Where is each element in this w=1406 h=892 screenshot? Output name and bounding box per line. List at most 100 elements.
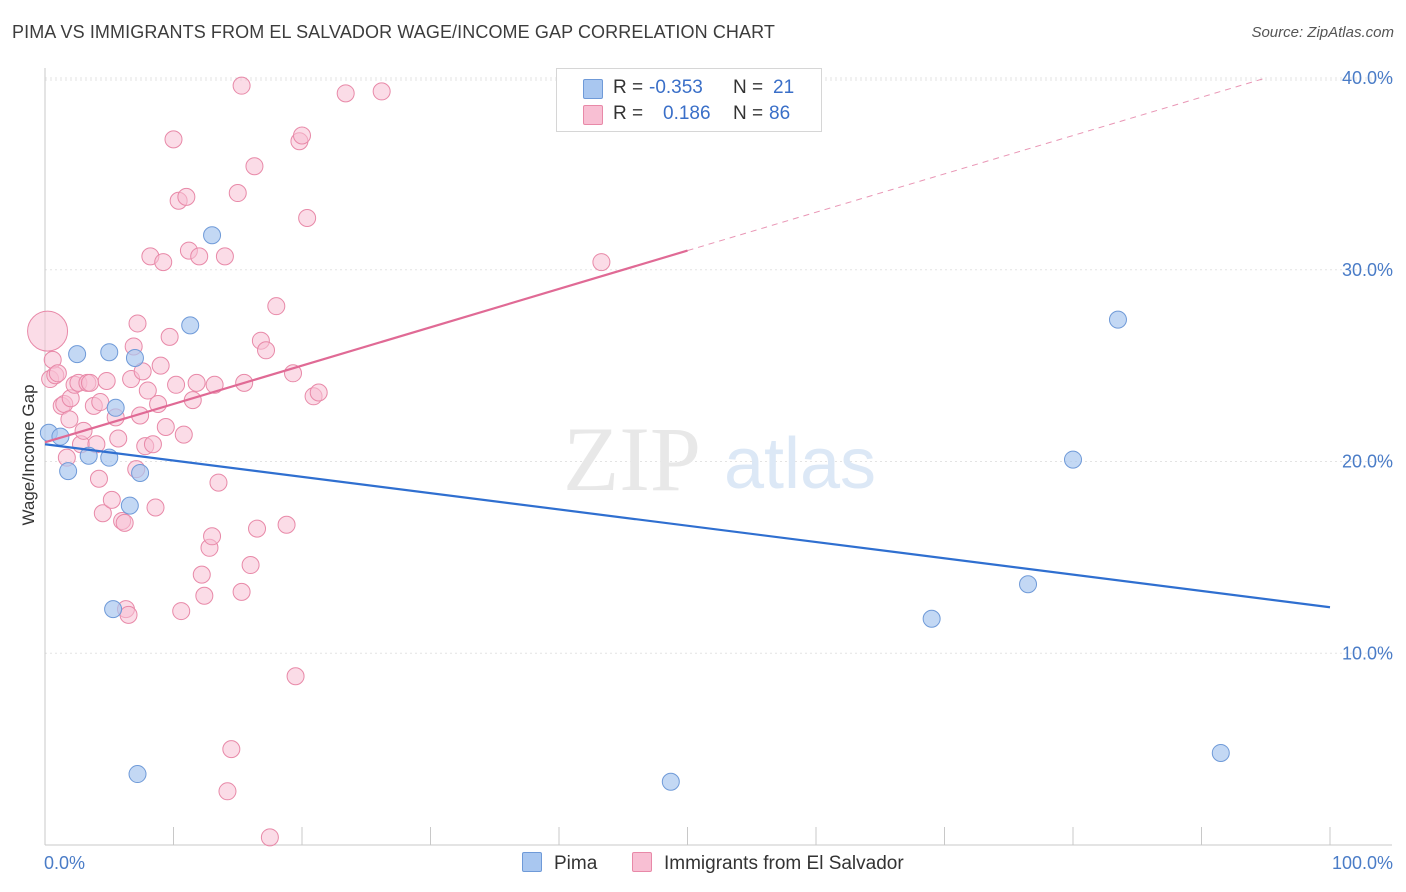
x-tick-label: 100.0% <box>1332 853 1393 873</box>
y-axis-label: Wage/Income Gap <box>19 384 38 525</box>
legend-n-value: 21 <box>773 77 795 98</box>
point-el-salvador <box>187 373 206 392</box>
axes <box>44 68 1392 846</box>
point-el-salvador <box>245 157 264 176</box>
point-el-salvador <box>248 519 267 538</box>
point-el-salvador <box>215 247 234 266</box>
bottom-legend-pima: Pima <box>522 852 597 875</box>
point-el-salvador <box>93 504 112 523</box>
bottom-legend-swatch-el-salvador <box>632 852 652 872</box>
point-pima <box>125 348 144 367</box>
point-el-salvador <box>97 371 116 390</box>
point-el-salvador <box>205 375 224 394</box>
point-pima <box>59 462 78 481</box>
point-el-salvador <box>164 130 183 149</box>
legend-r-value: -0.353 <box>649 77 703 98</box>
point-el-salvador <box>60 410 79 429</box>
legend-box: R = -0.353 N = 21 R = 0.186 N = 86 <box>556 68 822 132</box>
bottom-legend-label-pima: Pima <box>554 853 598 874</box>
point-pima <box>68 345 87 364</box>
point-el-salvador <box>195 586 214 605</box>
legend-swatch-pima <box>583 79 603 99</box>
point-el-salvador <box>203 527 222 546</box>
y-tick-label: 10.0% <box>1342 643 1393 663</box>
point-el-salvador <box>154 253 173 272</box>
source-label: Source: ZipAtlas.com <box>1251 24 1394 41</box>
point-el-salvador <box>80 373 99 392</box>
legend-r-label: R = <box>613 77 644 98</box>
point-el-salvador <box>89 469 108 488</box>
point-pima <box>181 316 200 335</box>
point-el-salvador <box>151 356 170 375</box>
trend-line-pima <box>44 443 1331 609</box>
point-el-salvador <box>102 490 121 509</box>
watermark-zip: ZIP <box>563 408 701 510</box>
point-el-salvador <box>309 383 328 402</box>
point-el-salvador <box>190 247 209 266</box>
point-el-salvador <box>298 208 317 227</box>
point-pima <box>100 343 119 362</box>
bottom-legend-el-salvador: Immigrants from El Salvador <box>632 852 904 875</box>
point-el-salvador <box>167 375 186 394</box>
legend-swatch-el-salvador <box>583 105 603 125</box>
point-el-salvador <box>232 582 251 601</box>
trend-line-el-salvador <box>44 249 688 444</box>
point-el-salvador <box>218 782 237 801</box>
trend-lines <box>44 77 1331 609</box>
point-el-salvador <box>372 82 391 101</box>
point-el-salvador <box>277 515 296 534</box>
point-el-salvador <box>115 513 134 532</box>
point-el-salvador <box>228 184 247 203</box>
watermark: ZIP atlas <box>563 408 876 510</box>
point-el-salvador <box>119 605 138 624</box>
point-el-salvador <box>222 740 241 759</box>
chart-title: PIMA VS IMMIGRANTS FROM EL SALVADOR WAGE… <box>12 22 776 42</box>
point-pima <box>922 609 941 628</box>
legend-n-label: N = <box>733 77 764 98</box>
point-pima <box>131 464 150 483</box>
y-tick-label: 20.0% <box>1342 452 1393 472</box>
point-el-salvador <box>260 828 279 847</box>
bottom-legend-label-el-salvador: Immigrants from El Salvador <box>664 853 904 874</box>
point-pima <box>106 398 125 417</box>
point-el-salvador <box>592 253 611 272</box>
point-el-salvador <box>27 310 69 352</box>
point-el-salvador <box>174 425 193 444</box>
x-tick-label: 0.0% <box>44 853 85 873</box>
point-pima <box>51 427 70 446</box>
point-el-salvador <box>138 381 157 400</box>
point-el-salvador <box>192 565 211 584</box>
y-tick-label: 40.0% <box>1342 68 1393 88</box>
point-pima <box>79 446 98 465</box>
point-pima <box>1108 310 1127 329</box>
point-el-salvador <box>172 602 191 621</box>
point-el-salvador <box>257 341 276 360</box>
series-pima <box>39 226 1230 791</box>
point-el-salvador <box>146 498 165 517</box>
legend-n-label: N = <box>733 103 764 124</box>
point-el-salvador <box>232 76 251 95</box>
point-el-salvador <box>109 429 128 448</box>
bottom-legend-swatch-pima <box>522 852 542 872</box>
point-el-salvador <box>156 417 175 436</box>
watermark-atlas: atlas <box>724 424 876 504</box>
point-el-salvador <box>293 126 311 145</box>
point-el-salvador <box>336 84 355 103</box>
point-el-salvador <box>267 297 286 316</box>
point-pima <box>128 765 147 784</box>
point-el-salvador <box>143 435 162 454</box>
point-el-salvador <box>286 667 305 686</box>
point-el-salvador <box>241 556 260 575</box>
point-el-salvador <box>133 362 152 381</box>
point-el-salvador <box>48 364 67 383</box>
point-pima <box>120 496 139 515</box>
legend-n-value: 86 <box>769 103 791 124</box>
tick-labels: 10.0% 20.0% 30.0% 40.0% 0.0% 100.0% <box>44 68 1393 873</box>
y-tick-label: 30.0% <box>1342 260 1393 280</box>
point-el-salvador <box>128 314 147 333</box>
point-el-salvador <box>177 187 196 206</box>
point-pima <box>661 772 680 791</box>
point-el-salvador <box>91 393 110 412</box>
point-pima <box>104 600 123 619</box>
